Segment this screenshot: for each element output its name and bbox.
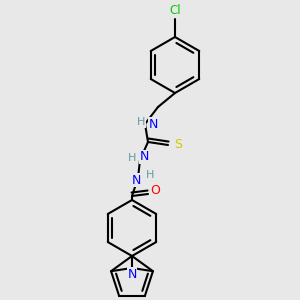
Text: H: H (146, 170, 154, 180)
Text: N: N (139, 151, 149, 164)
Text: H: H (137, 117, 145, 127)
Text: N: N (131, 173, 141, 187)
Text: S: S (174, 139, 182, 152)
Text: Cl: Cl (169, 4, 181, 17)
Text: N: N (148, 118, 158, 130)
Text: O: O (150, 184, 160, 196)
Text: H: H (128, 153, 136, 163)
Text: N: N (127, 268, 137, 281)
